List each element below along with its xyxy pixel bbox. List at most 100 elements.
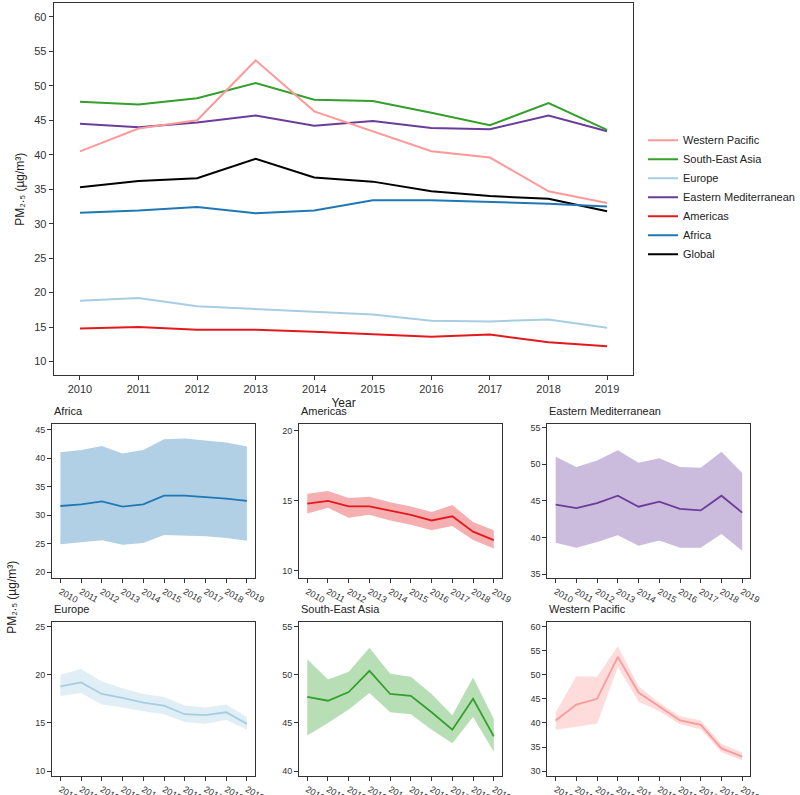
svg-text:10: 10: [35, 766, 45, 776]
svg-text:15: 15: [34, 321, 46, 333]
svg-text:2018: 2018: [718, 784, 740, 795]
svg-text:2016: 2016: [428, 586, 450, 605]
svg-text:35: 35: [34, 183, 46, 195]
svg-text:60: 60: [531, 622, 541, 632]
svg-text:2017: 2017: [697, 784, 719, 795]
svg-text:2011: 2011: [127, 383, 151, 395]
svg-text:30: 30: [34, 218, 46, 230]
svg-text:2012: 2012: [594, 586, 616, 605]
svg-text:50: 50: [531, 459, 541, 469]
svg-text:2019: 2019: [739, 586, 761, 605]
svg-text:2016: 2016: [677, 586, 699, 605]
svg-text:2012: 2012: [345, 586, 367, 605]
svg-text:2011: 2011: [573, 586, 595, 604]
svg-text:2014: 2014: [140, 586, 162, 605]
svg-text:2015: 2015: [408, 784, 430, 795]
svg-text:2015: 2015: [361, 383, 385, 395]
svg-text:2010: 2010: [304, 784, 326, 795]
svg-text:2014: 2014: [387, 586, 409, 605]
svg-text:PM₂.₅ (µg/m³): PM₂.₅ (µg/m³): [13, 153, 27, 226]
svg-text:45: 45: [531, 496, 541, 506]
svg-text:2015: 2015: [161, 586, 183, 605]
svg-text:40: 40: [531, 718, 541, 728]
svg-text:35: 35: [531, 569, 541, 579]
svg-text:Africa: Africa: [683, 229, 712, 241]
svg-text:20: 20: [35, 670, 45, 680]
svg-text:2013: 2013: [119, 586, 141, 605]
svg-text:2015: 2015: [408, 586, 430, 605]
svg-text:2014: 2014: [140, 784, 162, 795]
svg-text:55: 55: [531, 423, 541, 433]
svg-text:30: 30: [35, 510, 45, 520]
svg-text:2010: 2010: [68, 383, 92, 395]
svg-text:15: 15: [282, 496, 292, 506]
svg-text:2016: 2016: [181, 586, 203, 605]
svg-text:2019: 2019: [739, 784, 761, 795]
svg-text:Europe: Europe: [54, 603, 89, 615]
svg-text:Americas: Americas: [683, 210, 729, 222]
svg-text:Americas: Americas: [301, 405, 347, 417]
svg-text:2013: 2013: [366, 784, 388, 795]
svg-text:2015: 2015: [656, 784, 678, 795]
svg-text:2016: 2016: [428, 784, 450, 795]
svg-text:Europe: Europe: [683, 172, 718, 184]
svg-text:15: 15: [35, 718, 45, 728]
svg-text:2012: 2012: [594, 784, 616, 795]
svg-text:25: 25: [34, 252, 46, 264]
svg-text:2012: 2012: [99, 784, 121, 795]
svg-text:2012: 2012: [345, 784, 367, 795]
svg-text:2010: 2010: [552, 784, 574, 795]
svg-text:2017: 2017: [697, 586, 719, 605]
svg-text:2018: 2018: [223, 586, 245, 605]
svg-text:Eastern Mediterranean: Eastern Mediterranean: [549, 405, 661, 417]
svg-text:10: 10: [282, 566, 292, 576]
svg-text:2018: 2018: [470, 784, 492, 795]
svg-text:50: 50: [531, 670, 541, 680]
svg-text:2015: 2015: [161, 784, 183, 795]
svg-text:2013: 2013: [615, 784, 637, 795]
svg-text:40: 40: [35, 453, 45, 463]
svg-text:2012: 2012: [99, 586, 121, 605]
svg-text:2018: 2018: [718, 586, 740, 605]
svg-text:45: 45: [282, 718, 292, 728]
svg-text:2014: 2014: [635, 784, 657, 795]
svg-text:Eastern Mediterranean: Eastern Mediterranean: [683, 191, 795, 203]
svg-text:2014: 2014: [387, 784, 409, 795]
svg-text:2012: 2012: [185, 383, 209, 395]
svg-text:35: 35: [531, 742, 541, 752]
svg-text:2017: 2017: [449, 586, 471, 605]
svg-text:2014: 2014: [302, 383, 326, 395]
svg-text:50: 50: [34, 80, 46, 92]
svg-text:Year: Year: [331, 396, 355, 410]
svg-text:55: 55: [282, 622, 292, 632]
svg-text:Africa: Africa: [54, 405, 83, 417]
svg-text:Western Pacific: Western Pacific: [683, 134, 760, 146]
svg-text:2019: 2019: [491, 784, 513, 795]
svg-text:2018: 2018: [470, 586, 492, 605]
svg-text:South-East Asia: South-East Asia: [301, 603, 380, 615]
svg-text:10: 10: [34, 355, 46, 367]
svg-text:2015: 2015: [656, 586, 678, 605]
svg-text:2017: 2017: [202, 784, 224, 795]
svg-text:35: 35: [35, 482, 45, 492]
svg-text:20: 20: [282, 426, 292, 436]
svg-text:45: 45: [35, 425, 45, 435]
svg-text:2016: 2016: [181, 784, 203, 795]
svg-text:2013: 2013: [366, 586, 388, 605]
svg-text:2011: 2011: [78, 586, 100, 604]
svg-text:South-East Asia: South-East Asia: [683, 153, 762, 165]
svg-text:60: 60: [34, 11, 46, 23]
svg-text:2019: 2019: [595, 383, 619, 395]
svg-text:2014: 2014: [635, 586, 657, 605]
svg-text:50: 50: [282, 670, 292, 680]
svg-text:25: 25: [35, 622, 45, 632]
svg-text:2013: 2013: [243, 383, 267, 395]
svg-text:2018: 2018: [536, 383, 560, 395]
svg-text:2017: 2017: [449, 784, 471, 795]
svg-text:2019: 2019: [491, 586, 513, 605]
svg-text:2013: 2013: [119, 784, 141, 795]
svg-text:25: 25: [35, 539, 45, 549]
svg-text:20: 20: [35, 567, 45, 577]
svg-text:2016: 2016: [419, 383, 443, 395]
svg-text:Global: Global: [683, 248, 715, 260]
